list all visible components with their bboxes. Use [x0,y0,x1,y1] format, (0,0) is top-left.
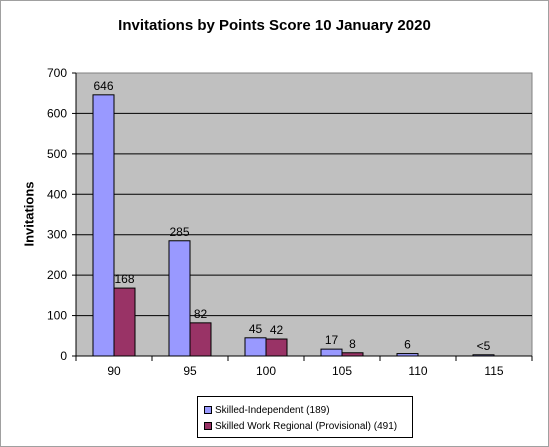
legend-item-skilled-independent: Skilled-Independent (189) [198,402,412,418]
bar-series-1 [189,322,212,357]
data-label: 646 [93,79,113,93]
bar-series-1 [113,287,136,357]
data-label: 82 [194,307,208,321]
data-label: 17 [325,333,339,347]
bars [92,94,495,357]
legend-swatch-skilled-work-regional [204,422,212,430]
data-label: 6 [404,338,411,352]
y-tick-label: 0 [60,349,67,363]
bar-series-0 [168,240,191,357]
data-label: 45 [249,322,263,336]
bar-series-1 [265,338,288,357]
gridlines [76,112,532,317]
y-tick-label: 300 [47,228,67,242]
bar-series-0 [244,337,267,357]
data-label: 168 [114,272,134,286]
data-label: <5 [477,339,491,353]
bar-series-0 [320,348,343,357]
x-tick-label: 105 [332,364,352,378]
x-tick-label: 115 [484,364,503,378]
bar-series-0 [92,94,115,357]
legend-swatch-skilled-independent [204,406,212,414]
y-tick-label: 200 [47,268,67,282]
axes [72,72,533,361]
chart-title: Invitations by Points Score 10 January 2… [118,17,431,34]
data-label: 42 [270,323,284,337]
legend-label-skilled-work-regional: Skilled Work Regional (Provisional) (491… [215,420,398,432]
plot-area [75,72,533,357]
y-tick-label: 500 [47,147,67,161]
y-tick-label: 700 [47,66,67,80]
x-tick-label: 95 [183,364,197,378]
data-label: 285 [169,225,189,239]
legend-item-skilled-work-regional: Skilled Work Regional (Provisional) (491… [198,418,412,434]
y-tick-label: 600 [47,106,67,120]
x-tick-label: 110 [408,364,427,378]
data-label: 8 [349,337,356,351]
chart-legend: Skilled-Independent (189) Skilled Work R… [197,396,413,438]
x-tick-label: 90 [107,364,121,378]
y-tick-label: 100 [47,309,67,323]
legend-label-skilled-independent: Skilled-Independent (189) [215,404,330,416]
y-tick-label: 400 [47,187,67,201]
x-tick-label: 100 [256,364,276,378]
